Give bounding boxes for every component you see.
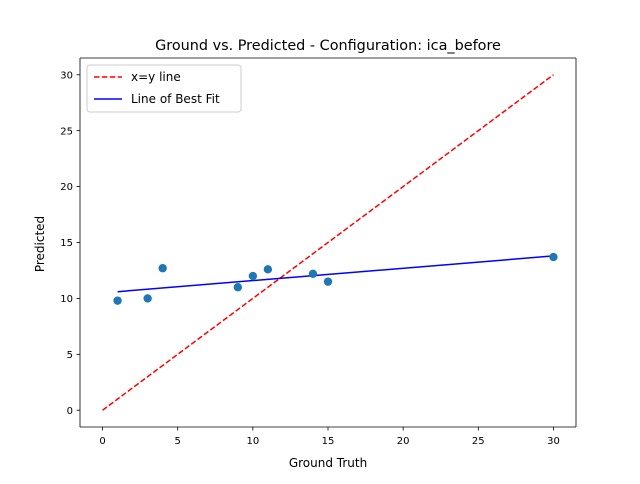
x-tick-label: 15 <box>322 436 335 447</box>
y-axis-label: Predicted <box>33 216 47 272</box>
y-tick-label: 10 <box>60 294 73 305</box>
y-tick-label: 25 <box>60 126 73 137</box>
data-point <box>233 283 243 292</box>
legend-label: Line of Best Fit <box>131 92 220 106</box>
series-lines <box>102 74 554 411</box>
chart-title: Ground vs. Predicted - Configuration: ic… <box>155 38 501 54</box>
legend-box <box>86 64 242 113</box>
data-point <box>549 252 558 262</box>
data-point <box>113 296 122 305</box>
data-point <box>158 264 167 273</box>
x-tick-label: 25 <box>472 436 485 447</box>
data-point <box>248 271 258 281</box>
data-point <box>143 294 152 303</box>
x-tick-label: 30 <box>547 436 560 447</box>
y-tick-label: 30 <box>60 70 73 81</box>
y-tick-label: 5 <box>67 350 73 361</box>
legend-label: x=y line <box>131 70 181 84</box>
data-point <box>323 277 333 286</box>
x-tick-label: 10 <box>246 436 259 447</box>
y-tick-label: 15 <box>60 238 73 249</box>
best-fit-line <box>117 255 554 293</box>
y-tick-label: 0 <box>67 406 73 417</box>
legend: x=y line Line of Best Fit <box>86 64 242 113</box>
x-tick-label: 0 <box>99 436 105 447</box>
identity-line <box>102 74 554 411</box>
x-axis-label: Ground Truth <box>289 456 367 470</box>
data-point <box>263 265 273 274</box>
tick-marks-and-labels: 0 5 10 15 20 25 30 0 5 10 15 20 25 30 <box>60 70 560 447</box>
scatter-points <box>113 252 558 305</box>
x-tick-label: 20 <box>397 436 410 447</box>
data-point <box>308 269 318 279</box>
x-tick-label: 5 <box>175 436 181 447</box>
y-tick-label: 20 <box>60 182 73 193</box>
